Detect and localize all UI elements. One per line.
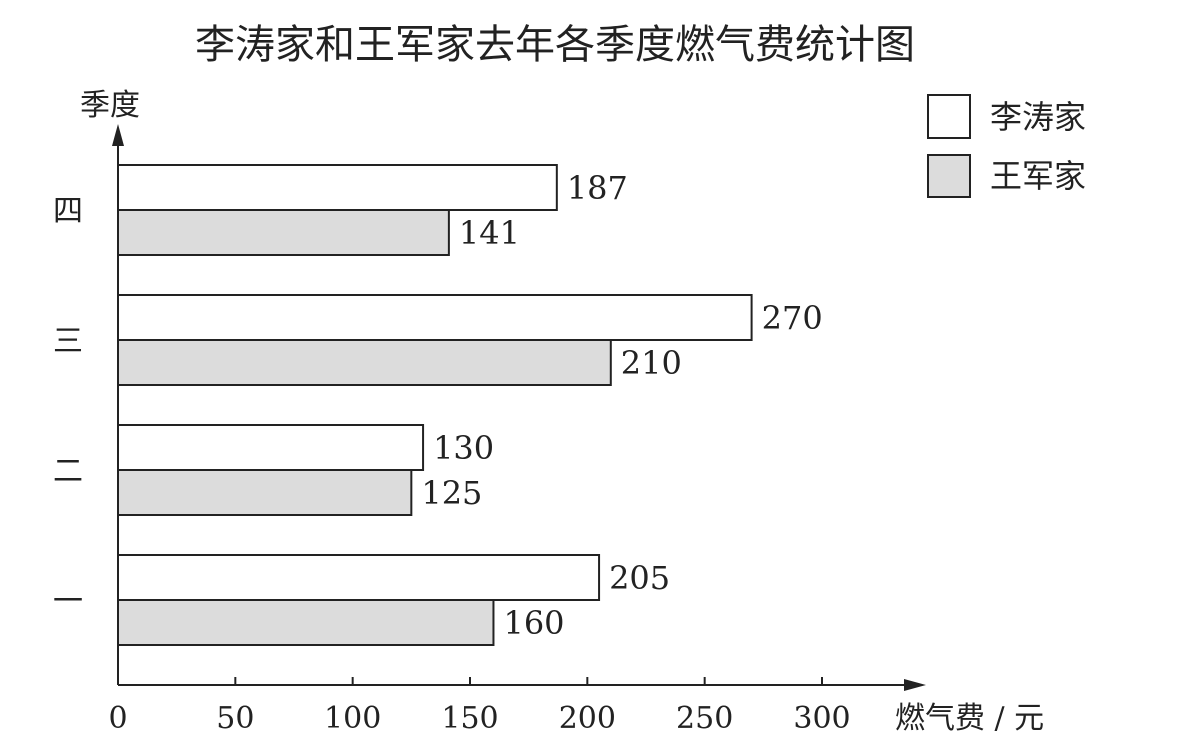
data-label: 125 [421,474,482,512]
x-tick-label: 300 [793,701,850,736]
legend-swatch-wangjun [927,154,971,198]
bar [117,294,753,341]
data-label: 130 [433,429,494,467]
legend-label-litao: 李涛家 [990,98,1086,136]
data-label: 210 [621,344,682,382]
bar [117,209,450,256]
category-label: 四 [53,194,83,229]
y-axis-arrow [112,124,124,146]
bar [117,339,612,386]
bar [117,599,495,646]
x-axis-label: 燃气费 / 元 [895,701,1044,736]
legend: 李涛家 王军家 [927,94,1086,198]
x-axis-arrow [904,679,926,691]
data-label: 141 [459,214,520,252]
bar [117,469,413,516]
x-tick-label: 250 [676,701,733,736]
y-axis-label: 季度 [80,88,140,123]
chart-title: 李涛家和王军家去年各季度燃气费统计图 [195,22,915,68]
category-label: 三 [53,324,83,359]
x-tick-label: 0 [108,701,127,736]
axes: 0 50 100 150 200 250 300 [108,124,926,736]
x-tick-label: 200 [559,701,616,736]
data-label: 270 [762,299,823,337]
x-tick-label: 100 [324,701,381,736]
legend-label-wangjun: 王军家 [990,157,1086,195]
data-label: 160 [503,604,564,642]
data-label: 187 [567,169,628,207]
bar [117,164,558,211]
bar [117,424,425,471]
x-tick-label: 50 [216,701,254,736]
category-label: 一 [53,584,83,619]
category-label: 二 [53,454,83,489]
legend-swatch-litao [927,94,971,139]
bars: 一 205 160 二 130 125 三 270 210 四 187 141 [53,164,823,646]
x-tick-label: 150 [441,701,498,736]
bar [117,554,601,601]
data-label: 205 [609,559,670,597]
